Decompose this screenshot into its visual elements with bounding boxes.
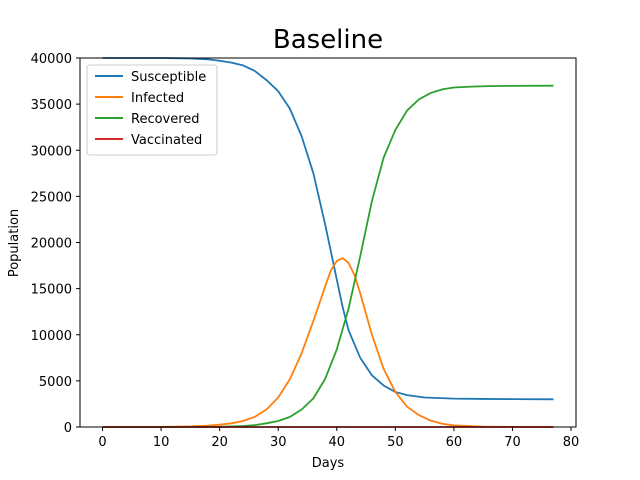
y-tick-label: 0 <box>64 421 72 436</box>
y-tick-label: 35000 <box>31 98 72 113</box>
y-tick-label: 30000 <box>31 144 72 159</box>
y-tick-label: 15000 <box>31 283 72 298</box>
y-tick-label: 40000 <box>31 52 72 67</box>
y-tick-label: 5000 <box>39 375 72 390</box>
x-tick-label: 40 <box>329 435 346 450</box>
series-line-susceptible <box>102 57 554 401</box>
y-tick-label: 10000 <box>31 329 72 344</box>
series-line-infected <box>102 257 554 428</box>
y-tick-label: 20000 <box>31 237 72 252</box>
y-axis: 0 5000 10000 15000 20000 25000 30000 35000 40000 <box>31 52 80 436</box>
y-tick-label: 25000 <box>31 190 72 205</box>
x-tick-label: 70 <box>504 435 521 450</box>
x-tick-label: 60 <box>446 435 463 450</box>
legend-entry: Susceptible <box>131 70 206 85</box>
legend: Susceptible Infected Recovered Vaccinated <box>86 64 218 156</box>
legend-entry: Vaccinated <box>131 133 202 148</box>
x-axis-label: Days <box>312 456 345 471</box>
legend-box <box>86 64 218 156</box>
x-tick-label: 20 <box>211 435 228 450</box>
legend-entry: Infected <box>131 91 184 106</box>
x-tick-label: 80 <box>563 435 580 450</box>
x-tick-label: 10 <box>153 435 170 450</box>
x-tick-label: 50 <box>387 435 404 450</box>
y-axis-label: Population <box>7 209 22 277</box>
series-line-recovered <box>102 84 554 428</box>
legend-entry: Recovered <box>131 112 200 127</box>
x-axis: 0 10 20 30 40 50 60 70 80 <box>98 427 579 450</box>
chart-title: Baseline <box>273 25 383 55</box>
x-tick-label: 0 <box>98 435 106 450</box>
x-tick-label: 30 <box>270 435 287 450</box>
